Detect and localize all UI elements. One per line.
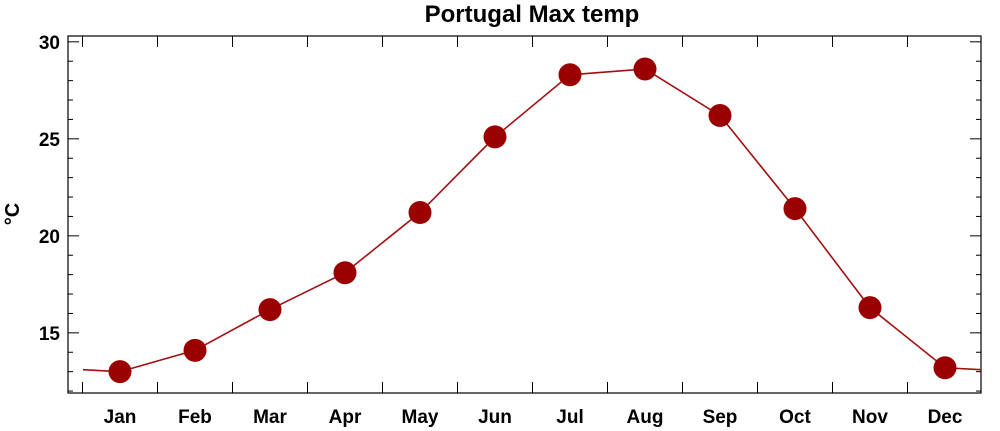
data-point-jul bbox=[558, 63, 582, 87]
y-axis: 15 20 25 30 bbox=[39, 33, 981, 392]
data-point-oct bbox=[783, 197, 807, 221]
chart-title: Portugal Max temp bbox=[425, 1, 640, 28]
x-tick-label: Jan bbox=[104, 407, 137, 428]
x-tick-label: Dec bbox=[928, 407, 963, 428]
y-tick-label: 30 bbox=[39, 33, 60, 54]
series-line bbox=[82, 68, 982, 373]
y-tick-label: 15 bbox=[39, 324, 61, 345]
x-tick-label: Sep bbox=[703, 407, 738, 428]
x-tick-label: Apr bbox=[329, 407, 362, 428]
data-point-nov bbox=[858, 296, 882, 320]
y-axis-label: °C bbox=[2, 203, 24, 225]
data-point-feb bbox=[183, 338, 207, 362]
plot-frame bbox=[67, 35, 982, 394]
data-point-dec bbox=[933, 356, 957, 380]
x-tick-label: Jul bbox=[556, 407, 583, 428]
data-point-mar bbox=[258, 298, 282, 322]
data-point-aug bbox=[633, 57, 657, 81]
data-point-jun bbox=[483, 125, 507, 149]
y-tick-label: 25 bbox=[39, 130, 61, 151]
data-point-apr bbox=[333, 261, 357, 285]
x-tick-label: Mar bbox=[253, 407, 287, 428]
x-axis: Jan Feb Mar Apr May Jun Jul Aug Sep Oct Nov Dec bbox=[82, 36, 963, 428]
x-tick-label: Oct bbox=[779, 407, 811, 428]
x-tick-label: Feb bbox=[178, 407, 212, 428]
x-tick-label: Nov bbox=[852, 407, 888, 428]
x-tick-label: Aug bbox=[627, 407, 664, 428]
data-point-jan bbox=[108, 360, 132, 384]
x-tick-label: Jun bbox=[478, 407, 512, 428]
data-point-sep bbox=[708, 104, 732, 128]
series-max-temp bbox=[82, 57, 982, 384]
data-point-may bbox=[408, 201, 432, 225]
x-tick-label: May bbox=[402, 407, 439, 428]
y-tick-label: 20 bbox=[39, 227, 60, 248]
